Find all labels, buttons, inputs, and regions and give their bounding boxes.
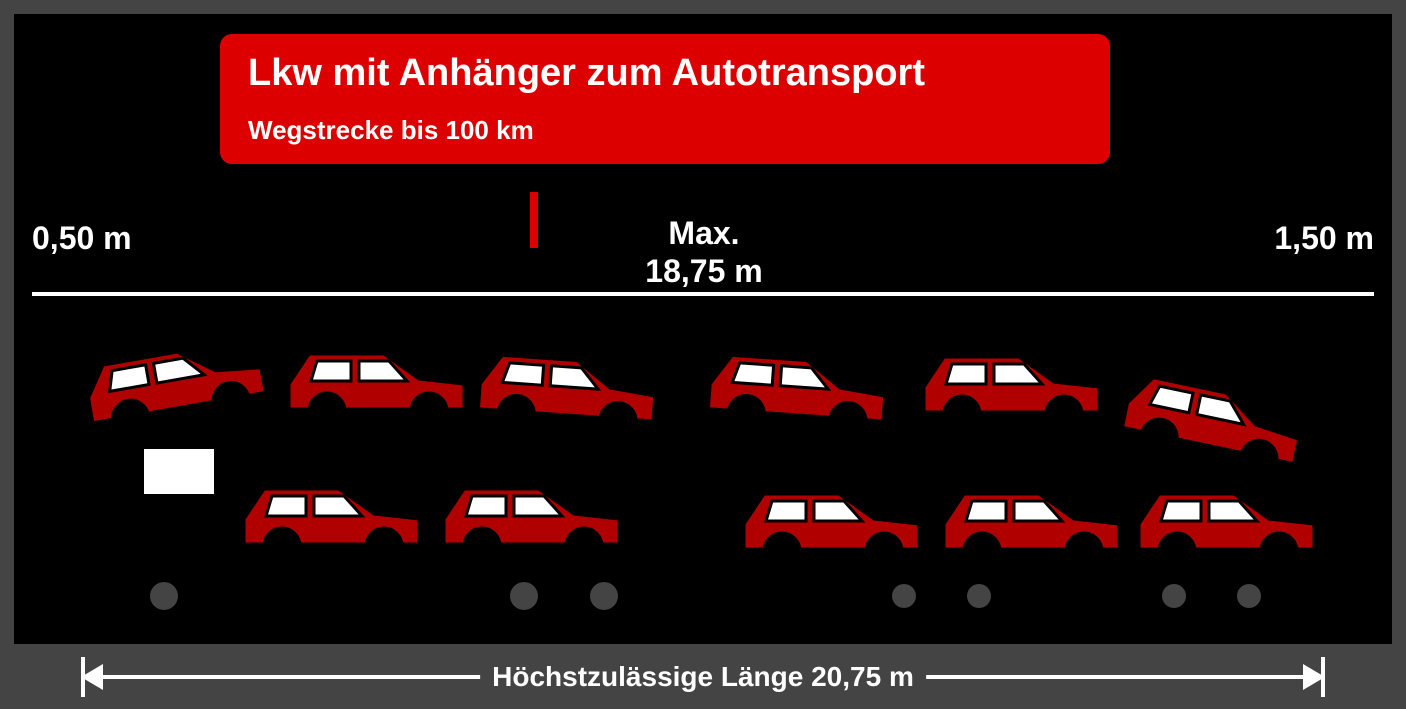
center-dim-label: Max. 18,75 m	[614, 214, 794, 291]
center-dim-line2: 18,75 m	[645, 253, 762, 289]
bottom-dimension-bar: Höchstzulässige Länge 20,75 m	[14, 644, 1392, 709]
title-sub: Wegstrecke bis 100 km	[248, 115, 1082, 146]
diagram-canvas: Lkw mit Anhänger zum Autotransport Wegst…	[14, 14, 1392, 644]
front-overhang-label: 0,50 m	[32, 219, 132, 257]
total-length-label: Höchstzulässige Länge 20,75 m	[480, 661, 926, 693]
arrow-cap-right	[1321, 657, 1325, 697]
title-connector	[530, 192, 538, 248]
rear-overhang-label: 1,50 m	[1274, 219, 1374, 257]
title-box: Lkw mit Anhänger zum Autotransport Wegst…	[220, 34, 1110, 164]
car-transporter-illustration	[44, 314, 1364, 644]
center-dim-line1: Max.	[668, 215, 739, 251]
arrow-cap-left	[81, 657, 85, 697]
dimension-line	[32, 292, 1374, 296]
total-length-arrow: Höchstzulässige Länge 20,75 m	[83, 675, 1323, 679]
title-heading: Lkw mit Anhänger zum Autotransport	[248, 52, 1082, 95]
